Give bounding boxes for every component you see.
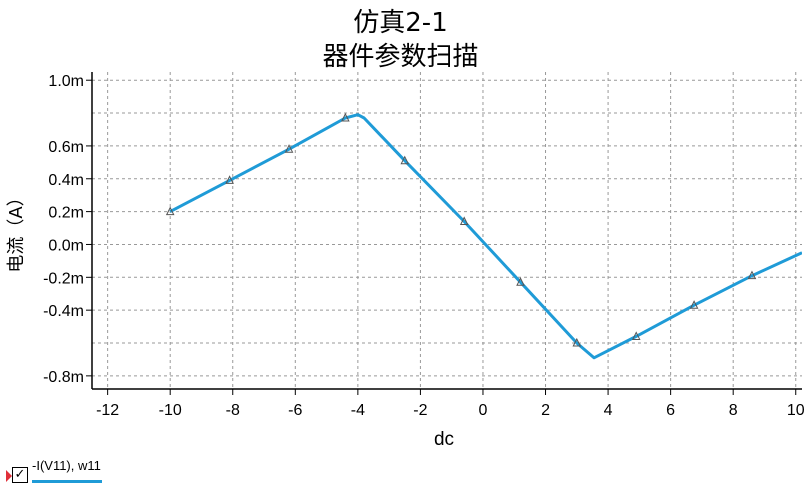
x-tick-label: -6 <box>288 402 302 419</box>
data-point-marker <box>165 206 175 216</box>
x-tick-label: 8 <box>729 402 738 419</box>
x-tick-label: -4 <box>351 402 365 419</box>
y-axis-label: 电流（A） <box>6 188 27 272</box>
data-point-marker <box>516 277 525 286</box>
y-tick-label: 0.2m <box>48 205 84 222</box>
y-tick-label: 1.0m <box>48 73 84 90</box>
data-point-marker <box>689 300 699 309</box>
series-line <box>169 113 802 360</box>
data-point-marker <box>400 155 410 165</box>
legend-selection-marker <box>6 470 12 482</box>
data-point-marker <box>459 216 469 225</box>
data-point-marker <box>284 144 294 153</box>
data-point-marker <box>225 175 234 184</box>
y-tick-label: 0.0m <box>48 237 84 254</box>
y-tick-label: 0.4m <box>48 172 84 189</box>
x-tick-label: -12 <box>96 402 119 419</box>
chart-title: 仿真2-1 <box>353 8 448 38</box>
x-axis-label: dc <box>434 429 454 450</box>
x-tick-label: -8 <box>226 402 240 419</box>
x-tick-label: 10 <box>787 402 805 419</box>
x-tick-label: 6 <box>666 402 675 419</box>
data-point-marker <box>747 270 757 280</box>
y-tick-label: 0.6m <box>48 139 84 156</box>
y-tick-label: -0.8m <box>43 369 84 386</box>
legend-label: -I(V11), w11 <box>32 458 101 473</box>
legend-line-swatch <box>32 480 102 483</box>
x-tick-label: -10 <box>159 402 182 419</box>
x-tick-label: -2 <box>413 402 427 419</box>
legend[interactable]: ✓ -I(V11), w11 <box>6 458 206 488</box>
x-tick-label: 2 <box>541 402 550 419</box>
chart-subtitle: 器件参数扫描 <box>322 42 479 72</box>
y-tick-label: -0.2m <box>43 270 84 287</box>
y-tick-label: -0.4m <box>43 303 84 320</box>
x-tick-label: 4 <box>604 402 613 419</box>
data-point-marker <box>341 112 350 122</box>
data-point-marker <box>572 337 582 347</box>
data-point-marker <box>631 331 641 340</box>
x-tick-label: 0 <box>479 402 488 419</box>
legend-checkbox-icon[interactable]: ✓ <box>12 467 28 483</box>
